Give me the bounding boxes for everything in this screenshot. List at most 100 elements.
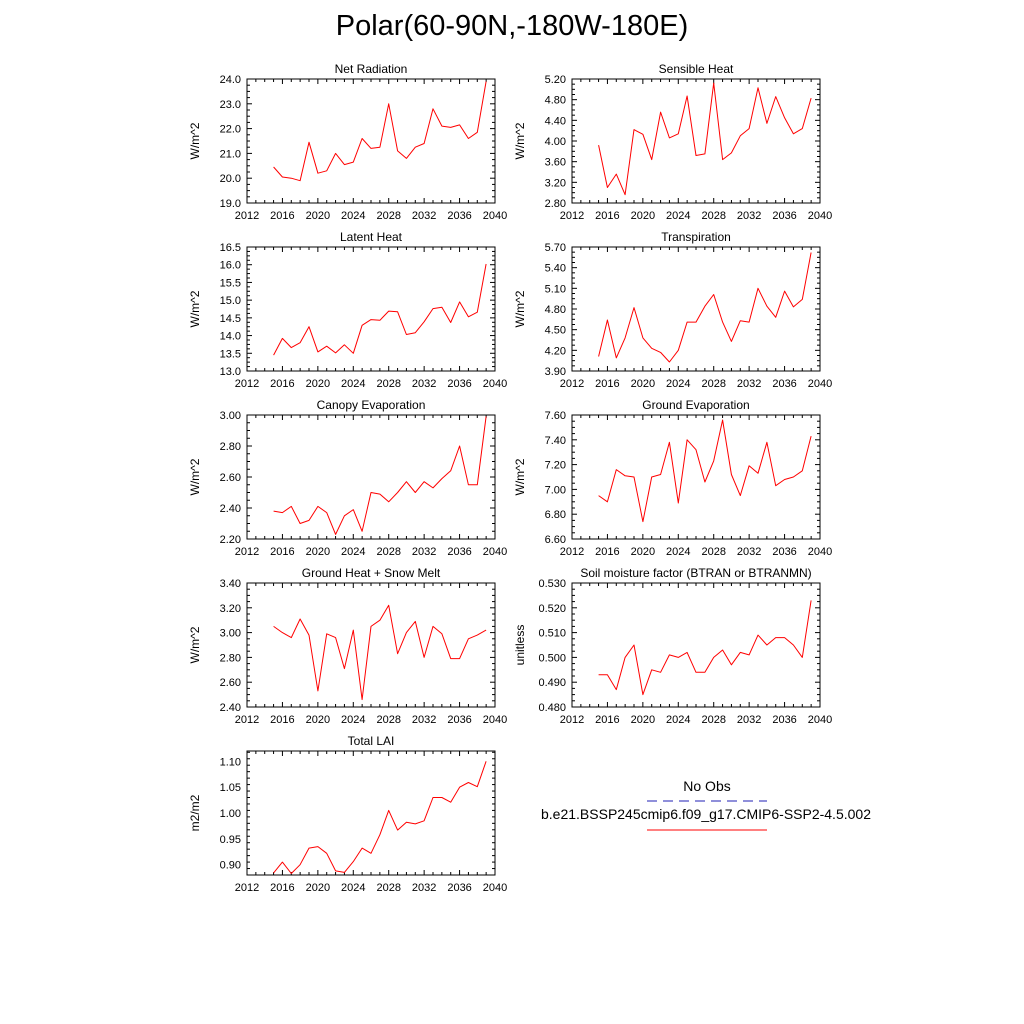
series-line xyxy=(598,252,812,363)
y-tick-label: 4.80 xyxy=(545,304,566,316)
y-tick-label: 2.80 xyxy=(545,198,566,210)
y-tick-label: 14.0 xyxy=(220,331,241,343)
x-tick-label: 2032 xyxy=(737,546,761,558)
x-tick-label: 2020 xyxy=(631,714,655,726)
panel-title: Ground Evaporation xyxy=(642,398,749,412)
x-tick-label: 2024 xyxy=(666,378,690,390)
plot-frame xyxy=(246,414,496,540)
y-axis-label: W/m^2 xyxy=(513,122,527,159)
x-tick-label: 2020 xyxy=(631,210,655,222)
panel-title: Transpiration xyxy=(661,230,731,244)
panel-3: Latent Heat W/m^2 2012 2016 2020 2024 2028 2032… xyxy=(188,230,507,390)
x-tick-label: 2016 xyxy=(595,210,619,222)
y-tick-label: 7.00 xyxy=(545,484,566,496)
x-tick-label: 2036 xyxy=(447,882,471,894)
y-tick-label: 2.40 xyxy=(220,503,241,515)
x-tick-label: 2020 xyxy=(306,546,330,558)
y-tick-label: 4.80 xyxy=(545,95,566,107)
plot-frame xyxy=(571,414,821,540)
legend-case-label: b.e21.BSSP245cmip6.f09_g17.CMIP6-SSP2-4.… xyxy=(541,806,871,822)
y-tick-label: 3.00 xyxy=(220,628,241,640)
y-axis-label: W/m^2 xyxy=(188,458,202,495)
panel-2: Sensible Heat W/m^2 2012 2016 2020 2024 2028 20… xyxy=(513,62,832,222)
x-tick-label: 2036 xyxy=(447,546,471,558)
x-tick-label: 2040 xyxy=(483,714,507,726)
x-tick-label: 2032 xyxy=(412,378,436,390)
x-tick-label: 2020 xyxy=(631,546,655,558)
x-tick-label: 2016 xyxy=(270,546,294,558)
y-tick-label: 3.20 xyxy=(220,603,241,615)
x-tick-label: 2028 xyxy=(376,210,400,222)
y-tick-label: 2.40 xyxy=(220,702,241,714)
y-axis-label: W/m^2 xyxy=(513,458,527,495)
y-tick-label: 15.0 xyxy=(220,295,241,307)
x-tick-label: 2024 xyxy=(341,378,365,390)
y-tick-label: 21.0 xyxy=(220,148,241,160)
y-tick-label: 6.80 xyxy=(545,509,566,521)
panel-title: Latent Heat xyxy=(340,230,403,244)
y-tick-label: 3.40 xyxy=(220,578,241,590)
x-tick-label: 2012 xyxy=(235,378,259,390)
plot-frame xyxy=(571,582,821,708)
plot-frame xyxy=(246,582,496,708)
y-tick-label: 5.40 xyxy=(545,263,566,275)
x-tick-label: 2020 xyxy=(306,882,330,894)
x-tick-label: 2016 xyxy=(270,882,294,894)
x-tick-label: 2020 xyxy=(306,210,330,222)
x-tick-label: 2024 xyxy=(666,714,690,726)
y-tick-label: 3.90 xyxy=(545,366,566,378)
x-tick-label: 2032 xyxy=(412,210,436,222)
y-tick-label: 14.5 xyxy=(220,313,241,325)
y-tick-label: 15.5 xyxy=(220,277,241,289)
y-axis-label: W/m^2 xyxy=(513,290,527,327)
y-tick-label: 5.10 xyxy=(545,283,566,295)
y-tick-label: 3.20 xyxy=(545,177,566,189)
x-tick-label: 2040 xyxy=(808,546,832,558)
x-tick-label: 2012 xyxy=(235,714,259,726)
x-tick-label: 2012 xyxy=(235,546,259,558)
series-line xyxy=(273,604,487,701)
y-tick-label: 6.60 xyxy=(545,534,566,546)
panel-4: Transpiration W/m^2 2012 2016 2020 2024 2028 20… xyxy=(513,230,832,390)
series-line xyxy=(273,416,487,535)
series-line xyxy=(598,419,812,523)
panel-title: Canopy Evaporation xyxy=(317,398,426,412)
y-tick-label: 0.520 xyxy=(538,603,566,615)
y-tick-label: 13.5 xyxy=(220,348,241,360)
x-tick-label: 2012 xyxy=(235,882,259,894)
x-tick-label: 2032 xyxy=(412,546,436,558)
panel-6: Ground Evaporation W/m^2 2012 2016 2020 2024 2… xyxy=(513,398,832,558)
y-tick-label: 2.20 xyxy=(220,534,241,546)
y-tick-label: 7.20 xyxy=(545,460,566,472)
y-tick-label: 16.5 xyxy=(220,242,241,254)
x-tick-label: 2032 xyxy=(737,378,761,390)
x-tick-label: 2036 xyxy=(447,378,471,390)
y-tick-label: 2.60 xyxy=(220,472,241,484)
x-tick-label: 2016 xyxy=(595,714,619,726)
x-tick-label: 2020 xyxy=(631,378,655,390)
x-tick-label: 2020 xyxy=(306,714,330,726)
x-tick-label: 2012 xyxy=(560,378,584,390)
x-tick-label: 2024 xyxy=(341,714,365,726)
x-tick-label: 2040 xyxy=(483,882,507,894)
x-tick-label: 2012 xyxy=(560,714,584,726)
x-tick-label: 2036 xyxy=(772,210,796,222)
x-tick-label: 2024 xyxy=(666,546,690,558)
x-tick-label: 2036 xyxy=(772,546,796,558)
y-tick-label: 0.500 xyxy=(538,652,566,664)
y-axis-label: W/m^2 xyxy=(188,122,202,159)
x-tick-label: 2028 xyxy=(376,882,400,894)
series-line xyxy=(598,600,812,696)
plot-frame xyxy=(246,78,496,204)
y-tick-label: 0.530 xyxy=(538,578,566,590)
y-tick-label: 5.70 xyxy=(545,242,566,254)
x-tick-label: 2028 xyxy=(701,546,725,558)
x-tick-label: 2016 xyxy=(595,546,619,558)
y-tick-label: 3.00 xyxy=(220,410,241,422)
panel-1: Net Radiation W/m^2 2012 2016 2020 2024 2028 20… xyxy=(188,62,507,222)
y-tick-label: 3.60 xyxy=(545,157,566,169)
y-tick-label: 0.480 xyxy=(538,702,566,714)
x-tick-label: 2036 xyxy=(772,378,796,390)
x-tick-label: 2036 xyxy=(447,714,471,726)
x-tick-label: 2028 xyxy=(376,546,400,558)
